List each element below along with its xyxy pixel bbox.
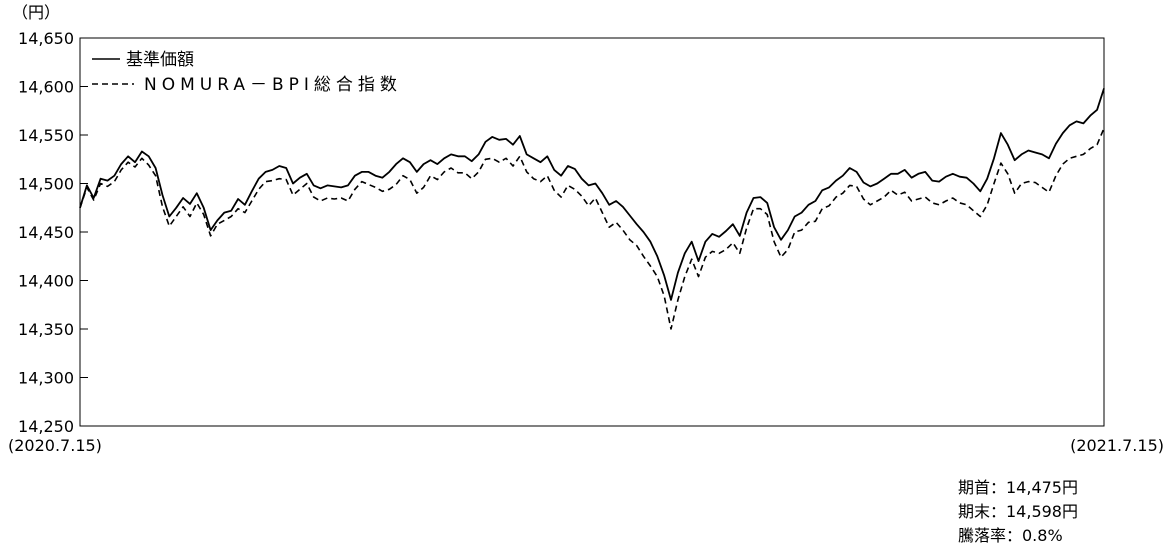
y-tick-label: 14,400: [18, 272, 74, 291]
legend-label-nav: 基準価額: [126, 50, 194, 70]
legend: 基準価額 NOMURA－BPI総合指数: [92, 50, 402, 95]
series-line-benchmark: [79, 127, 1105, 330]
change-rate-text: 騰落率：0.8%: [958, 526, 1063, 545]
series-line-nav: [79, 88, 1105, 301]
x-axis-end-label: (2021.7.15): [1070, 436, 1164, 455]
start-value-text: 期首：14,475円: [958, 478, 1078, 497]
x-axis-start-label: (2020.7.15): [8, 436, 102, 455]
y-tick-label: 14,600: [18, 78, 74, 97]
y-tick-label: 14,550: [18, 126, 74, 145]
y-tick-label: 14,500: [18, 175, 74, 194]
y-tick-label: 14,650: [18, 29, 74, 48]
y-tick-label: 14,450: [18, 223, 74, 242]
plot-area-frame: [79, 37, 1105, 427]
line-chart: （円） 14,650 14,600 14,550 14,500 14,450 14,400…: [8, 3, 1164, 455]
y-tick-label: 14,350: [18, 320, 74, 339]
y-tick-label: 14,250: [18, 417, 74, 436]
y-axis-unit-label: （円）: [12, 3, 60, 22]
summary-box: 期首：14,475円 期末：14,598円 騰落率：0.8%: [958, 476, 1078, 548]
y-tick-label: 14,300: [18, 369, 74, 388]
legend-label-benchmark: NOMURA－BPI総合指数: [144, 75, 402, 95]
y-axis: 14,650 14,600 14,550 14,500 14,450 14,400 14,3…: [18, 29, 88, 436]
series-layer: [79, 88, 1105, 330]
end-value-text: 期末：14,598円: [958, 502, 1078, 521]
